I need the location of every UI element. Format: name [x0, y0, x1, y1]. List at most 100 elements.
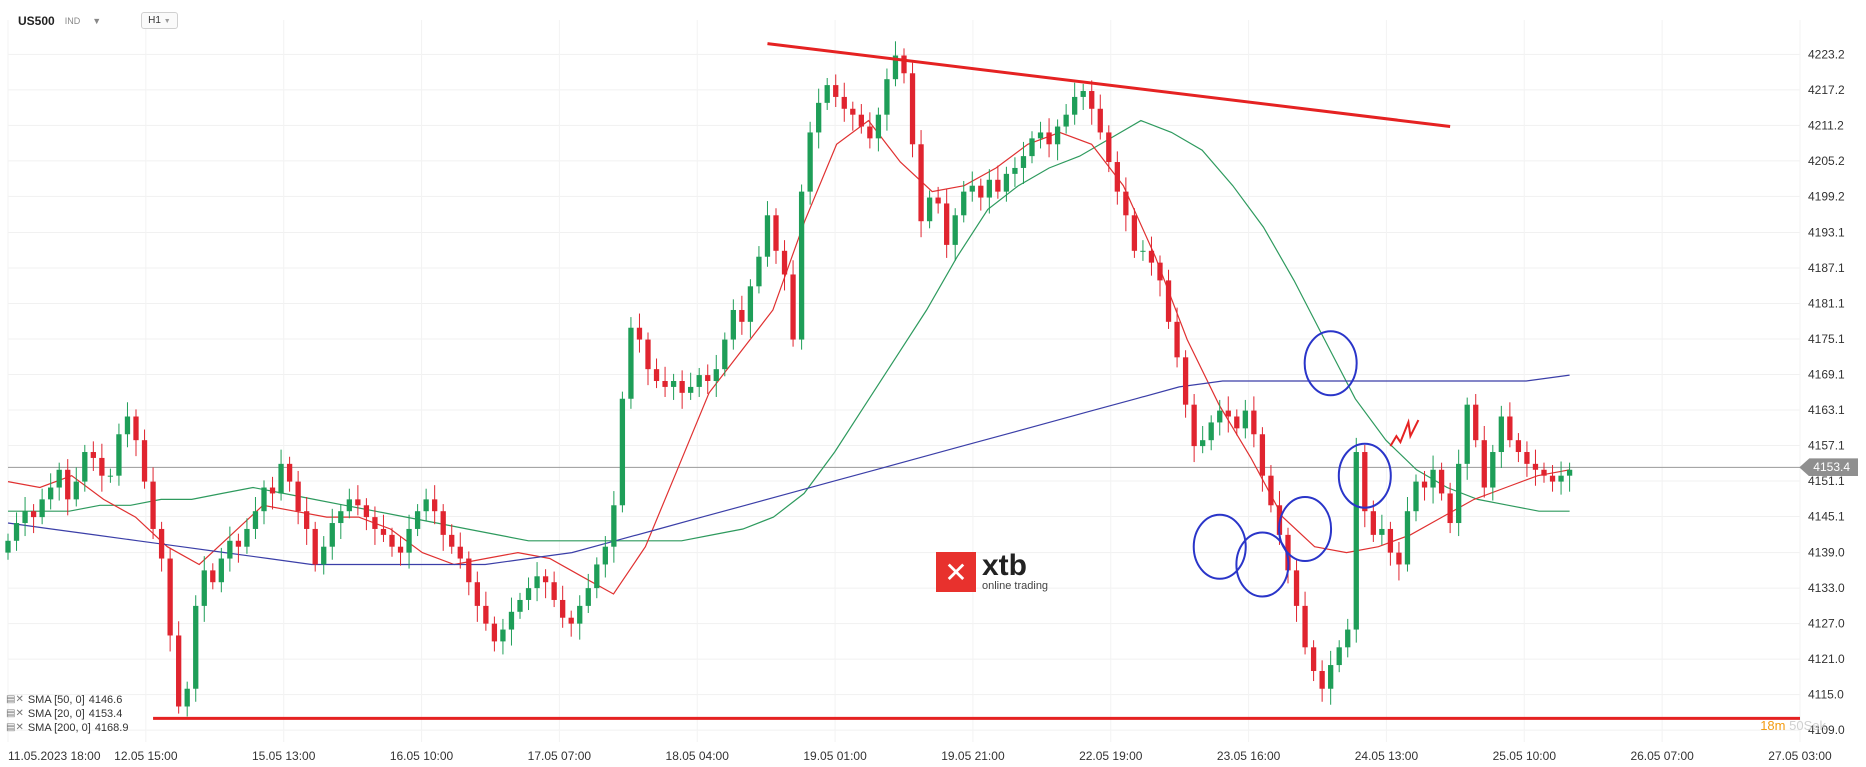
x-tick-label: 22.05 19:00	[1079, 749, 1143, 763]
candle-body	[99, 457, 105, 476]
candle-body	[227, 540, 233, 559]
y-tick-label: 4133.0	[1808, 581, 1845, 595]
y-tick-label: 4187.1	[1808, 261, 1845, 275]
candle-body	[1490, 452, 1496, 488]
candle-body	[1200, 440, 1206, 447]
candle-body	[116, 434, 122, 476]
candle-body	[1532, 463, 1539, 470]
candle-body	[807, 132, 813, 192]
x-tick-label: 18.05 04:00	[666, 749, 730, 763]
candle-body	[1225, 410, 1231, 417]
y-tick-label: 4199.2	[1808, 189, 1845, 203]
candle-body	[1481, 440, 1487, 488]
candle-body	[1234, 416, 1240, 429]
candle-body	[1413, 481, 1419, 512]
candle-body	[321, 546, 327, 565]
candle-body	[1353, 452, 1359, 630]
sma-line	[7, 119, 1570, 595]
candle-body	[184, 688, 190, 707]
candle-body	[1370, 511, 1376, 535]
sma-lines	[7, 119, 1570, 595]
candle-body	[628, 327, 634, 399]
candle-body	[875, 114, 882, 139]
candle-body	[995, 179, 1001, 192]
y-tick-label: 4115.0	[1808, 688, 1844, 702]
settings-icon[interactable]: ▤✕	[6, 722, 24, 733]
legend-row-sma20[interactable]: ▤✕ SMA [20, 0] 4153.4	[6, 707, 128, 721]
candle-body	[926, 197, 933, 222]
symbol-label[interactable]: US500	[18, 13, 55, 28]
y-tick-label: 4193.1	[1808, 225, 1845, 239]
y-tick-label: 4163.1	[1808, 403, 1845, 417]
candle-body	[611, 505, 617, 547]
x-tick-label: 25.05 10:00	[1493, 749, 1557, 763]
y-tick-label: 4217.2	[1808, 83, 1845, 97]
indicator-legend: ▤✕ SMA [50, 0] 4146.6 ▤✕ SMA [20, 0] 4153.4 …	[6, 693, 128, 735]
legend-row-sma200[interactable]: ▤✕ SMA [200, 0] 4168.9	[6, 721, 128, 735]
candle-body	[1379, 528, 1385, 535]
candle-body	[150, 481, 156, 529]
candle-body	[1310, 647, 1317, 671]
candle-body	[1447, 493, 1453, 524]
candle-body	[13, 523, 20, 541]
candle-body	[269, 487, 276, 494]
legend-value: 4168.9	[94, 722, 129, 734]
y-tick-label: 4151.1	[1808, 474, 1845, 488]
settings-icon[interactable]: ▤✕	[6, 708, 24, 719]
candle-body	[918, 144, 924, 222]
candle-body	[73, 481, 79, 500]
candle-body	[372, 517, 378, 529]
sma-line	[7, 374, 1570, 566]
y-tick-label: 4175.1	[1808, 332, 1845, 346]
candle-body	[790, 274, 796, 340]
timeframe-selector[interactable]: H1 ▼	[141, 12, 178, 29]
candle-body	[867, 126, 873, 139]
candle-body	[39, 499, 45, 518]
candle-body	[1123, 191, 1129, 216]
candle-body	[1336, 647, 1342, 666]
candle-body	[798, 191, 805, 340]
candle-body	[107, 475, 114, 477]
candle-body	[858, 114, 864, 127]
candle-body	[764, 215, 771, 257]
x-tick-label: 11.05.2023 18:00	[8, 749, 101, 763]
candle-body	[1242, 410, 1248, 429]
candle-body	[653, 369, 660, 381]
x-tick-label: 15.05 13:00	[252, 749, 316, 763]
candle-body	[1217, 410, 1223, 423]
candle-body	[1404, 511, 1411, 565]
chart-grid	[7, 20, 1801, 742]
x-tick-label: 27.05 03:00	[1768, 749, 1832, 763]
candle-body	[1464, 404, 1470, 464]
candle-body	[1063, 114, 1069, 127]
candle-body	[705, 375, 711, 381]
candle-body	[901, 55, 907, 74]
legend-row-sma50[interactable]: ▤✕ SMA [50, 0] 4146.6	[6, 693, 128, 707]
highlight-circle	[1235, 531, 1290, 598]
projection-squiggle	[1389, 418, 1420, 447]
x-tick-label: 24.05 13:00	[1355, 749, 1419, 763]
candle-body	[781, 250, 788, 275]
candle-body	[1072, 96, 1078, 115]
candle-body	[406, 528, 412, 553]
candle-body	[1080, 91, 1086, 97]
candle-body	[1438, 469, 1445, 494]
candle-body	[483, 605, 489, 624]
candle-body	[1037, 132, 1044, 139]
candle-body	[841, 96, 847, 109]
settings-icon[interactable]: ▤✕	[6, 694, 24, 705]
candle-body	[329, 523, 335, 547]
sma-line	[8, 119, 1570, 542]
candle-body	[1566, 469, 1573, 476]
candle-body	[1498, 416, 1504, 453]
timer-minutes: 18m	[1760, 718, 1786, 733]
candles	[5, 41, 1573, 717]
candle-body	[1191, 404, 1197, 447]
candle-body	[457, 546, 463, 559]
candle-body	[1549, 475, 1556, 482]
candle-body	[1456, 463, 1462, 524]
candle-body	[1259, 434, 1266, 476]
chevron-down-icon[interactable]: ▼	[92, 15, 102, 26]
drawing-annotations	[153, 42, 1800, 720]
